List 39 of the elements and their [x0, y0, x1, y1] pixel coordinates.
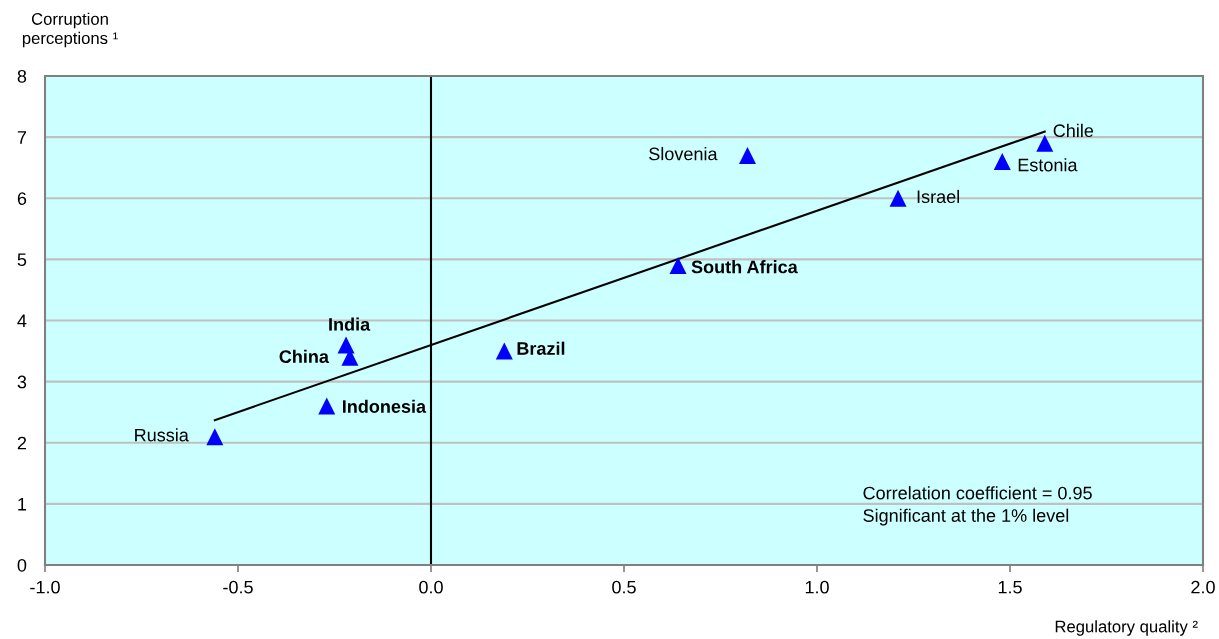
x-tick-label: -0.5 [223, 580, 253, 594]
x-axis-title: Regulatory quality ² [1055, 620, 1198, 636]
y-tick-label: 3 [17, 375, 27, 389]
x-tick-label: 0.0 [419, 580, 443, 594]
annotation: Russia [135, 428, 189, 442]
annotation: Chile [1053, 123, 1094, 138]
annotation: Estonia [1018, 158, 1078, 172]
annotation: South Africa [691, 260, 798, 274]
y-tick-label: 5 [17, 253, 27, 267]
point [993, 153, 1011, 171]
point [1036, 134, 1054, 152]
y-tick-label: 4 [17, 314, 27, 328]
x-tick-label: 1.0 [805, 580, 829, 594]
y-tick-label: 0 [17, 558, 27, 572]
y-tick-label: 1 [18, 498, 27, 511]
annotation: Indonesia [342, 399, 427, 413]
y-tick-label: 6 [17, 192, 27, 205]
point [206, 428, 224, 446]
x-tick-label: -1.0 [30, 580, 60, 594]
annotation: China [279, 349, 330, 364]
point [889, 189, 907, 207]
point [495, 342, 513, 360]
point [739, 146, 757, 164]
point [337, 336, 355, 354]
annotation: Brazil [517, 341, 565, 355]
point [669, 256, 687, 274]
annotation: Correlation coefficient = 0.95 [863, 486, 1092, 500]
x-tick-label: 0.5 [612, 580, 636, 594]
annotation: India [329, 317, 371, 331]
point [318, 397, 336, 415]
annotation: Israel [917, 189, 959, 204]
annotation: Significant at the 1% level [863, 508, 1069, 526]
x-tick-label: 1.5 [998, 580, 1022, 594]
y-axis-title: Corruption perceptions ¹ [22, 12, 118, 48]
y-tick-label: 2 [17, 436, 27, 450]
y-tick-label: 8 [17, 69, 27, 83]
x-tick-label: 2.0 [1191, 580, 1215, 594]
annotation: Slovenia [649, 147, 718, 161]
y-tick-label: 7 [17, 131, 27, 144]
